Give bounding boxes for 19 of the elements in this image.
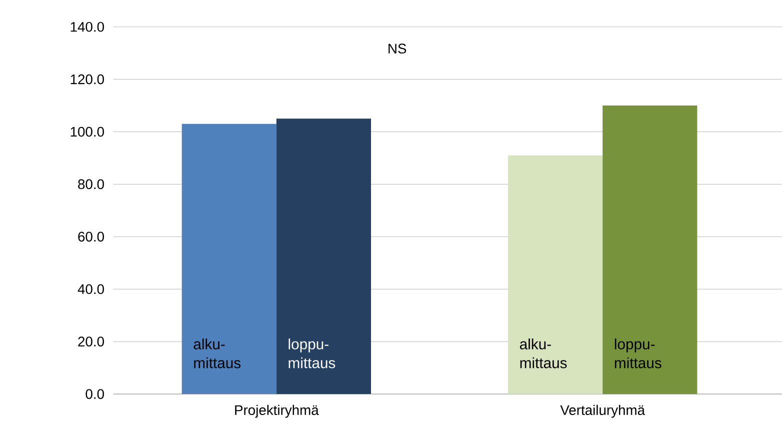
y-tick-label: 80.0 <box>78 179 104 190</box>
y-tick-label: 0.0 <box>86 389 104 400</box>
bar <box>602 106 698 394</box>
bar <box>182 124 276 394</box>
y-tick-label: 20.0 <box>78 336 104 347</box>
y-tick-label: 140.0 <box>70 22 104 32</box>
y-tick-label: 40.0 <box>78 284 104 294</box>
x-tick-label: Projektiryhmä <box>235 404 319 418</box>
bar <box>508 155 603 394</box>
annotation: NS <box>388 44 406 54</box>
series-label: loppu-mittaus <box>614 338 662 368</box>
text: loppu-mittaus <box>288 338 336 368</box>
bar <box>276 118 372 394</box>
x-tick-label: Vertailuryhmä <box>560 404 646 418</box>
series-label: alku-mittaus <box>194 338 241 368</box>
y-tick-label: 120.0 <box>70 74 104 84</box>
y-tick-label: 100.0 <box>70 126 104 137</box>
text: alku-mittaus <box>520 338 567 368</box>
y-tick-label: 60.0 <box>78 232 104 242</box>
